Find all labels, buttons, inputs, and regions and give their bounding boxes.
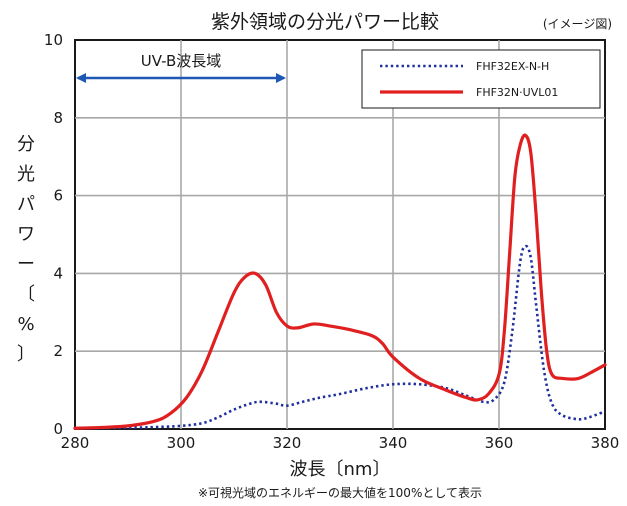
chart-title: 紫外領域の分光パワー比較 bbox=[211, 11, 439, 33]
chart-subtitle: (イメージ図) bbox=[543, 17, 612, 31]
y-tick-labels: 0 2 4 6 8 10 bbox=[44, 31, 63, 438]
uvb-annotation: UV-B波長域 bbox=[76, 52, 286, 83]
y-axis-title: 分光パワー〔%〕 bbox=[17, 134, 35, 365]
x-tick-labels: 280 300 320 340 360 380 bbox=[61, 434, 620, 452]
x-tick-label: 360 bbox=[485, 434, 514, 452]
y-tick-label: 8 bbox=[53, 109, 63, 127]
y-tick-label: 10 bbox=[44, 31, 63, 49]
x-tick-label: 280 bbox=[61, 434, 90, 452]
legend: FHF32EX-N-H FHF32N·UVL01 bbox=[361, 49, 601, 109]
footnote: ※可視光域のエネルギーの最大値を100%として表示 bbox=[198, 485, 482, 500]
x-tick-label: 380 bbox=[591, 434, 620, 452]
x-tick-label: 340 bbox=[379, 434, 408, 452]
x-tick-label: 300 bbox=[167, 434, 196, 452]
legend-label-fhf32n: FHF32N·UVL01 bbox=[476, 86, 558, 99]
y-tick-label: 6 bbox=[53, 187, 63, 205]
uvb-range-label: UV-B波長域 bbox=[141, 52, 222, 70]
y-tick-label: 4 bbox=[53, 264, 63, 282]
y-tick-label: 2 bbox=[53, 342, 63, 360]
series-lines bbox=[73, 133, 607, 430]
y-tick-label: 0 bbox=[53, 420, 63, 438]
grid bbox=[75, 40, 605, 429]
x-tick-label: 320 bbox=[273, 434, 302, 452]
x-axis-title: 波長〔nm〕 bbox=[290, 459, 391, 480]
legend-label-fhf32ex: FHF32EX-N-H bbox=[476, 60, 549, 73]
series-line-fhf32n bbox=[73, 133, 607, 430]
legend-box bbox=[361, 49, 601, 109]
